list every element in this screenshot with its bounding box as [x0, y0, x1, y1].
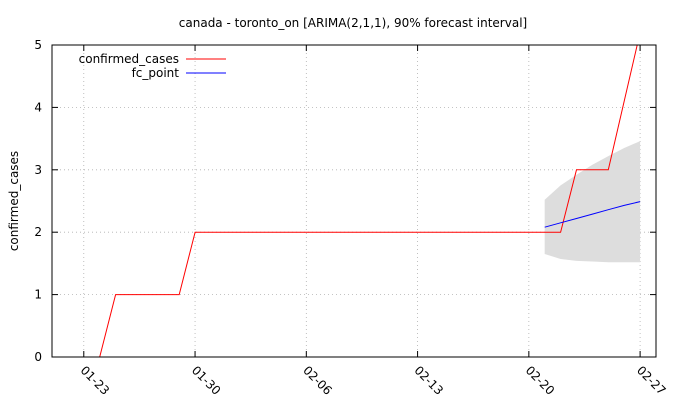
plot-frame [51, 44, 657, 358]
y-tick-label: 4 [34, 100, 42, 114]
forecast-band-layer [544, 141, 641, 263]
x-tick-label: 02-13 [411, 363, 446, 398]
series-layer [99, 45, 641, 357]
y-axis-label: confirmed_cases [7, 151, 21, 251]
x-tick-label: 01-30 [189, 363, 224, 398]
y-tick-label: 1 [34, 288, 42, 302]
forecast-interval-band [544, 141, 641, 263]
series-line-fc_point [544, 201, 641, 228]
chart-title: canada - toronto_on [ARIMA(2,1,1), 90% f… [179, 16, 527, 30]
y-tick-label: 3 [34, 163, 42, 177]
x-tick-label: 01-23 [78, 363, 113, 398]
y-tick-label: 2 [34, 225, 42, 239]
y-tick-label: 0 [34, 350, 42, 364]
y-tick-label: 5 [34, 38, 42, 52]
legend-label-fc_point: fc_point [132, 66, 180, 80]
x-tick-label: 02-06 [300, 363, 335, 398]
legend-label-confirmed_cases: confirmed_cases [79, 52, 179, 66]
x-tick-label: 02-20 [523, 363, 558, 398]
x-tick-label: 02-27 [634, 363, 669, 398]
series-line-confirmed_cases [99, 45, 638, 357]
